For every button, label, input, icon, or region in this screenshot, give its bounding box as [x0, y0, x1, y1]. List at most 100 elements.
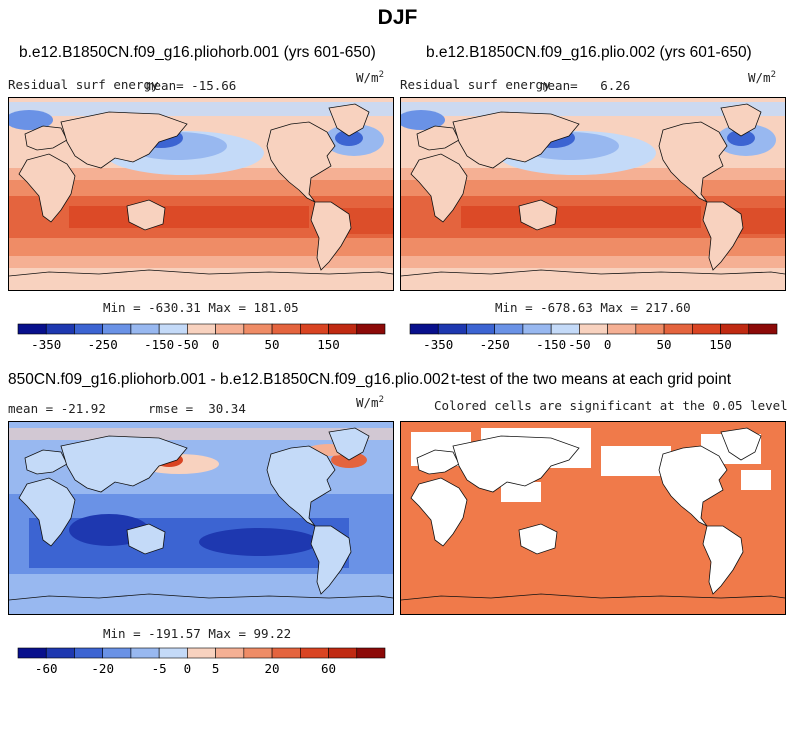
colorbar-tick-label: 50	[264, 337, 280, 352]
panel3-rmse-label: rmse =	[148, 401, 194, 416]
colorbar-bin	[300, 647, 329, 659]
page-title: DJF	[377, 6, 418, 29]
field-band	[9, 268, 393, 290]
colorbar-bin	[130, 647, 160, 659]
panel1-stats: Min = -630.31 Max = 181.05	[103, 300, 299, 315]
colorbar-bin	[243, 647, 273, 659]
colorbar-tick-label: -60	[34, 661, 58, 676]
field-band	[401, 238, 785, 256]
colorbar-bin	[130, 323, 160, 335]
panel3-colorbar: -60 -20 -5 0 5 20 60	[17, 647, 386, 676]
panel1-title: b.e12.B1850CN.f09_g16.pliohorb.001 (yrs …	[19, 44, 376, 61]
field-patch	[69, 206, 309, 228]
colorbar-bin	[720, 323, 750, 335]
colorbar-tick-label: 0	[211, 337, 220, 352]
panel2-mean-value: 6.26	[600, 78, 631, 93]
colorbar-tick-label: 50	[656, 337, 672, 352]
colorbar-tick-label: 150	[317, 337, 340, 352]
colorbar-bin	[328, 323, 358, 335]
colorbar-bin	[74, 647, 103, 659]
colorbar-tick-label: -150	[536, 337, 567, 352]
colorbar-bin	[356, 323, 386, 335]
colorbar-bin	[74, 323, 103, 335]
colorbar-bin	[215, 323, 245, 335]
panel3-units: W/m2	[356, 395, 384, 411]
colorbar-bin	[158, 647, 188, 659]
colorbar-bin	[328, 647, 358, 659]
colorbar-tick-label: -50	[176, 337, 199, 352]
colorbar-bin	[271, 323, 301, 335]
panel3-mean-value: -21.92	[60, 401, 106, 416]
panel3-rmse-value: 30.34	[208, 401, 246, 416]
colorbar-tick-label: 5	[211, 661, 220, 676]
colorbar-bin	[158, 323, 188, 335]
colorbar-tick-label: -5	[151, 661, 167, 676]
non-significant-cells	[501, 482, 541, 502]
colorbar-bin	[466, 323, 495, 335]
colorbar-tick-label: 20	[264, 661, 280, 676]
panel3-mean-label: mean =	[8, 401, 54, 416]
colorbar-bin	[607, 323, 637, 335]
colorbar-tick-label: 150	[709, 337, 732, 352]
colorbar-tick-label: -350	[423, 337, 454, 352]
colorbar-bin	[550, 323, 580, 335]
colorbar-tick-label: -50	[568, 337, 591, 352]
panel1-mean-value: -15.66	[191, 78, 237, 93]
panel3-map	[8, 421, 394, 615]
panel1-map	[8, 97, 394, 291]
colorbar-bin	[409, 323, 439, 335]
field-patch	[9, 110, 53, 130]
field-patch	[401, 110, 445, 130]
panel1-variable: Residual surf energy	[8, 77, 159, 92]
panel4-subtitle: Colored cells are significant at the 0.0…	[434, 398, 788, 413]
colorbar-bin	[243, 323, 273, 335]
colorbar-bin	[45, 323, 75, 335]
colorbar-bin	[437, 323, 467, 335]
field-patch	[727, 130, 755, 146]
colorbar-bin	[748, 323, 778, 335]
colorbar-bin	[102, 323, 132, 335]
field-patch	[199, 528, 319, 556]
panel2-map	[400, 97, 786, 291]
colorbar-bin	[579, 323, 608, 335]
field-patch	[461, 206, 701, 228]
colorbar-bin	[494, 323, 524, 335]
field-patch	[335, 130, 363, 146]
colorbar-bin	[17, 647, 47, 659]
panel1-mean-label: mean=	[146, 78, 184, 93]
panel2-variable: Residual surf energy	[400, 77, 551, 92]
colorbar-bin	[187, 647, 216, 659]
field-band	[401, 268, 785, 290]
colorbar-tick-label: -150	[144, 337, 175, 352]
colorbar-bin	[522, 323, 552, 335]
panel4-map	[400, 421, 786, 615]
colorbar-bin	[45, 647, 75, 659]
colorbar-bin	[635, 323, 665, 335]
colorbar-tick-label: -250	[87, 337, 118, 352]
panel2-title: b.e12.B1850CN.f09_g16.plio.002 (yrs 601-…	[426, 44, 752, 61]
colorbar-bin	[271, 647, 301, 659]
field-band	[9, 256, 393, 268]
colorbar-bin	[300, 323, 329, 335]
colorbar-tick-label: 60	[321, 661, 337, 676]
colorbar-tick-label: -250	[479, 337, 510, 352]
colorbar-bin	[663, 323, 693, 335]
colorbar-tick-label: 0	[183, 661, 192, 676]
colorbar-tick-label: -350	[31, 337, 62, 352]
field-band	[401, 256, 785, 268]
panel1-units: W/m2	[356, 70, 384, 86]
colorbar-bin	[187, 323, 216, 335]
panel2-colorbar: -350 -250 -150 -50 0 50 150	[409, 323, 778, 352]
panel1-colorbar: -350 -250 -150 -50 0 50 150	[17, 323, 386, 352]
colorbar-tick-label: -20	[91, 661, 114, 676]
colorbar-bin	[356, 647, 386, 659]
panel3-stats: Min = -191.57 Max = 99.22	[103, 626, 292, 641]
non-significant-cells	[741, 470, 771, 490]
panel3-title: 850CN.f09_g16.pliohorb.001 - b.e12.B1850…	[8, 371, 450, 388]
colorbar-bin	[692, 323, 721, 335]
panel4-title: t-test of the two means at each grid poi…	[451, 371, 732, 388]
field-band	[9, 238, 393, 256]
panel2-stats: Min = -678.63 Max = 217.60	[495, 300, 691, 315]
panel2-units: W/m2	[748, 70, 776, 86]
colorbar-bin	[215, 647, 245, 659]
